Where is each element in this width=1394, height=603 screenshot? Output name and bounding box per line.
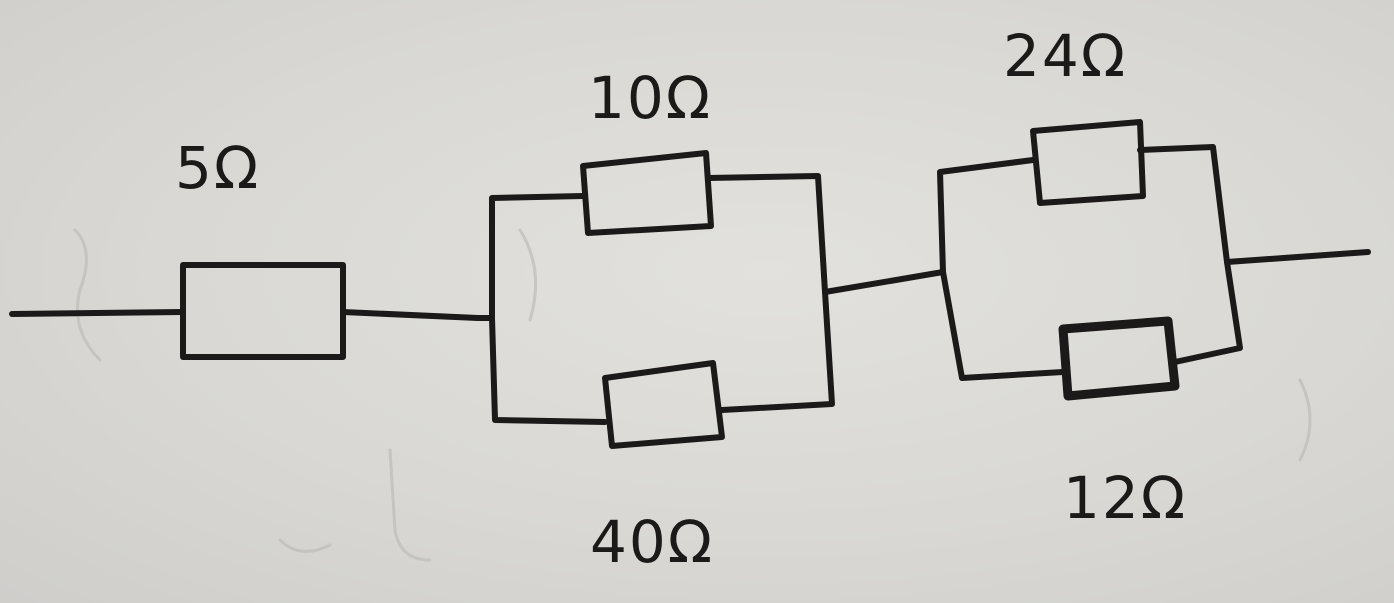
resistor-5-ohm-label: 5Ω [175,134,260,202]
group-a-right-rail [705,173,835,413]
parallel-group-b [937,144,1243,381]
parallel-group-a [475,173,835,425]
wire-5-to-parallel-a [340,309,481,321]
resistor-5-ohm: 5Ω [175,134,346,360]
resistor-12-ohm: 12Ω [1058,316,1187,532]
paper-show-through [73,228,1312,562]
output-wire [1224,249,1371,265]
input-lead [9,309,186,317]
resistor-24-ohm: 24Ω [1003,22,1146,206]
group-b-left-rail-bottom [940,269,1066,381]
group-b-left-rail-top [937,157,1036,275]
resistor-12-ohm-label: 12Ω [1063,464,1187,532]
group-a-left-rail-top [475,193,586,321]
resistor-10-ohm-label: 10Ω [588,64,712,132]
wire-group-a-to-group-b [822,269,946,295]
resistor-40-ohm: 40Ω [590,360,725,576]
resistor-10-ohm: 10Ω [580,64,714,236]
resistor-12-ohm-body [1058,316,1180,401]
group-b-right-rail [1137,144,1243,365]
resistor-24-ohm-body [1030,119,1146,206]
resistor-5-ohm-body [180,262,346,360]
group-a-left-rail-bottom [489,315,608,425]
resistor-24-ohm-label: 24Ω [1003,22,1127,90]
resistor-10-ohm-body [580,150,714,236]
resistor-40-ohm-body [602,360,725,449]
output-lead [1224,249,1371,265]
resistor-40-ohm-label: 40Ω [590,508,714,576]
